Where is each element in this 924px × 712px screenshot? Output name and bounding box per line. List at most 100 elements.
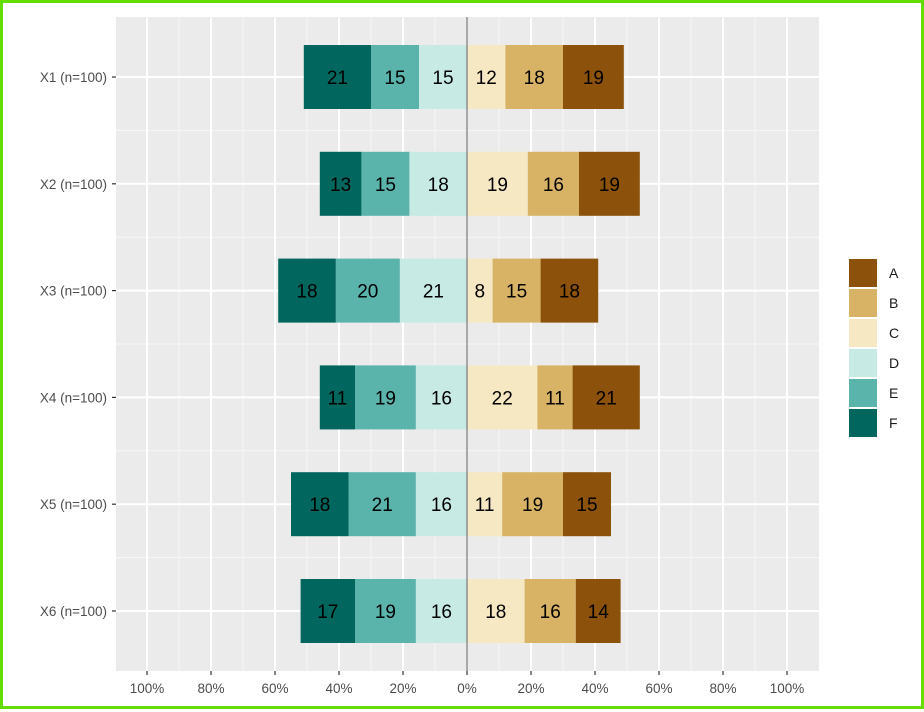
bar-label: 16 [540,602,561,623]
bar-label: 19 [487,175,508,196]
bar-f [319,365,355,430]
bar-c [467,472,503,537]
legend-label: C [889,325,899,341]
bar-c [467,579,525,643]
x-tick-label: 80% [197,681,224,696]
legend-key-f [849,409,877,437]
bar-a [579,151,640,216]
bar-label: 15 [506,282,527,303]
bar-label: 18 [428,175,449,196]
bar-b [524,579,576,643]
bar-e [355,579,416,643]
bar-a [563,45,624,109]
x-tick-label: 60% [645,681,672,696]
bar-b [505,45,563,109]
bar-c [467,45,506,109]
y-tick-label: X6 (n=100) [40,604,107,619]
bar-segments [278,45,640,643]
bar-label: 14 [588,602,610,623]
bar-b [502,472,563,537]
bar-label: 20 [357,282,378,303]
legend-key-b [849,289,877,317]
bar-label: 16 [431,495,452,516]
bar-label: 18 [485,602,506,623]
bar-label: 8 [475,282,486,303]
bar-label: 15 [375,175,396,196]
x-tick-label: 40% [581,681,608,696]
legend-label: E [889,385,898,401]
x-tick-label: 0% [457,681,477,696]
bar-label: 15 [384,68,405,89]
y-tick-label: X3 (n=100) [40,284,107,299]
bar-d [415,365,467,430]
y-tick-label: X4 (n=100) [40,390,107,405]
diverging-bar-chart: 12 18 19 15 15 21 19 16 19 18 15 13 8 15 18 21 20 18 22 11 2… [40,17,899,696]
bar-d [419,45,467,109]
bar-d [415,579,467,643]
x-tick-label: 20% [389,681,416,696]
bar-a [575,579,621,643]
x-tick-label: 100% [130,681,165,696]
legend-key-c [849,319,877,347]
bar-label: 17 [317,602,338,623]
bar-a [540,258,599,323]
bar-b [537,365,573,430]
bar-label: 11 [475,495,495,516]
legend-key-a [849,259,877,287]
y-tick-label: X2 (n=100) [40,177,107,192]
bar-label: 21 [372,495,393,516]
bar-label: 19 [522,495,543,516]
legend-label: B [889,295,898,311]
x-tick-label: 40% [325,681,352,696]
bar-label: 21 [327,68,348,89]
x-tick-label: 80% [709,681,736,696]
bar-label: 18 [309,495,330,516]
bar-label: 13 [330,175,351,196]
bar-label: 16 [431,388,452,409]
bar-a [572,365,640,430]
x-tick-label: 20% [517,681,544,696]
bar-e [348,472,416,537]
bar-e [335,258,400,323]
bar-d [415,472,467,537]
bar-f [300,579,355,643]
bar-f [291,472,349,537]
bar-c [467,258,493,323]
x-tick-label: 100% [770,681,805,696]
bar-label: 12 [476,68,497,89]
bar-f [278,258,336,323]
bar-label: 18 [296,282,317,303]
bar-a [563,472,611,537]
bar-e [371,45,419,109]
legend-label: A [889,265,899,281]
bar-label: 19 [599,175,620,196]
bar-label: 16 [431,602,452,623]
bar-label: 15 [576,495,597,516]
y-tick-label: X1 (n=100) [40,70,107,85]
bar-f [303,45,371,109]
legend-label: F [889,415,898,431]
bar-e [361,151,410,216]
bar-b [492,258,541,323]
legend-label: D [889,355,899,371]
bar-label: 18 [559,282,580,303]
bar-b [527,151,579,216]
bar-value-labels: 12 18 19 15 15 21 19 16 19 18 15 13 8 15 18 21 20 18 22 11 2… [296,68,620,623]
y-axis: X1 (n=100) X2 (n=100) X3 (n=100) X4 (n=100)… [40,70,116,619]
bar-label: 19 [375,602,396,623]
legend-key-d [849,349,877,377]
bar-label: 18 [524,68,545,89]
bar-label: 11 [545,388,565,409]
x-tick-label: 60% [261,681,288,696]
bar-c [467,151,528,216]
bar-label: 11 [328,388,348,409]
bar-c [467,365,538,430]
bar-label: 19 [375,388,396,409]
bar-label: 19 [583,68,604,89]
bar-label: 21 [596,388,617,409]
bar-d [409,151,467,216]
bar-e [355,365,416,430]
bar-label: 21 [423,282,444,303]
